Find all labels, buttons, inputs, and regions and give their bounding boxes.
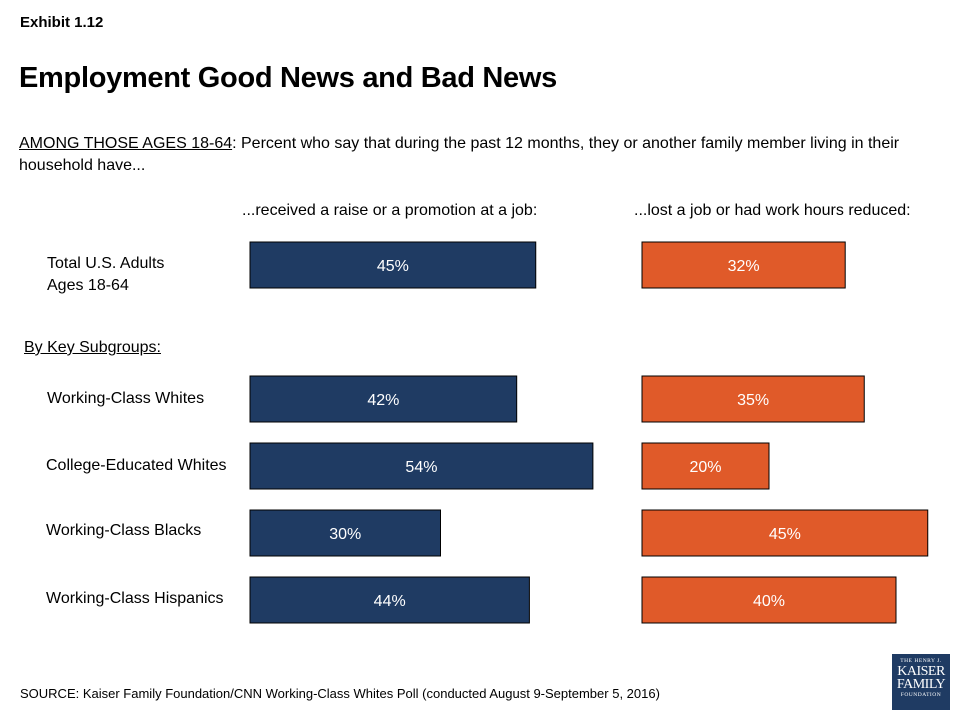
bar-lost-3 — [641, 509, 929, 557]
subgroups-heading: By Key Subgroups: — [24, 339, 161, 356]
bar-lost-1 — [641, 375, 865, 423]
data-label-raise-0: 45% — [377, 258, 409, 275]
chart-subtitle: AMONG THOSE AGES 18-64: Percent who say … — [19, 133, 939, 177]
data-label-lost-4: 40% — [753, 593, 785, 610]
kff-logo: THE HENRY J. KAISER FAMILY FOUNDATION — [892, 654, 950, 710]
row-label-working-class-whites: Working-Class Whites — [47, 390, 205, 407]
subtitle-question: : Percent who say that during the past 1… — [19, 135, 900, 174]
logo-line4: FOUNDATION — [900, 692, 942, 698]
logo-line2: KAISER — [897, 664, 945, 679]
row-label-total-line2: Ages 18-64 — [47, 277, 129, 294]
data-label-raise-3: 30% — [329, 526, 361, 543]
bar-lost-0 — [641, 241, 846, 289]
source-note: SOURCE: Kaiser Family Foundation/CNN Wor… — [20, 686, 660, 701]
row-label-working-class-hispanics: Working-Class Hispanics — [46, 590, 224, 607]
series-header-lost: ...lost a job or had work hours reduced: — [634, 202, 911, 219]
data-label-lost-3: 45% — [769, 526, 801, 543]
series-header-raise: ...received a raise or a promotion at a … — [242, 202, 538, 219]
row-label-working-class-blacks: Working-Class Blacks — [46, 522, 202, 539]
data-label-raise-4: 44% — [374, 593, 406, 610]
bar-raise-0 — [249, 241, 537, 289]
data-label-lost-1: 35% — [737, 392, 769, 409]
data-label-raise-2: 54% — [405, 459, 437, 476]
data-label-raise-1: 42% — [367, 392, 399, 409]
data-label-lost-2: 20% — [689, 459, 721, 476]
bar-raise-2 — [249, 442, 594, 490]
logo-line1: THE HENRY J. — [900, 658, 942, 664]
chart-title: Employment Good News and Bad News — [19, 62, 557, 94]
logo-line3: FAMILY — [896, 677, 946, 692]
bar-raise-1 — [249, 375, 518, 423]
subtitle-population: AMONG THOSE AGES 18-64 — [19, 135, 233, 152]
row-label-total-line1: Total U.S. Adults — [47, 255, 165, 272]
bar-raise-4 — [249, 576, 530, 624]
data-label-lost-0: 32% — [728, 258, 760, 275]
bar-lost-2 — [641, 442, 770, 490]
exhibit-label: Exhibit 1.12 — [20, 14, 104, 31]
bar-lost-4 — [641, 576, 897, 624]
bar-raise-3 — [249, 509, 441, 557]
row-label-total: Total U.S. Adults Ages 18-64 — [47, 253, 164, 297]
row-label-college-educated-whites: College-Educated Whites — [46, 457, 227, 474]
